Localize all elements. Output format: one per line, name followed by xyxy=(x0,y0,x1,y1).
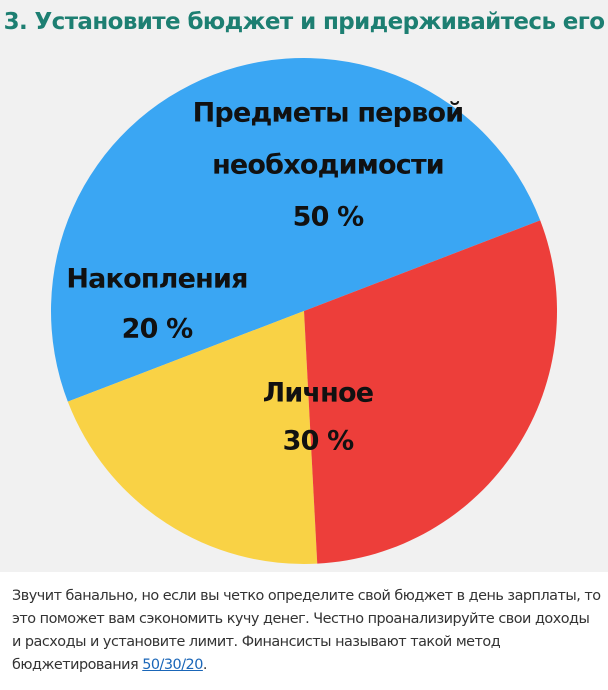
pie-slice xyxy=(50,57,541,402)
infographic-title: 3. Установите бюджет и придерживайтесь е… xyxy=(3,9,605,35)
pie-chart: Предметы первой необходимости 50 % Личное 30… xyxy=(50,57,558,564)
article-paragraph: Звучит банально, но если вы четко опреде… xyxy=(12,585,602,677)
slice-category-label: необходимости xyxy=(212,150,444,181)
slice-category-label: Личное xyxy=(263,378,374,409)
budget-rule-link[interactable]: 50/30/20 xyxy=(142,657,203,673)
paragraph-text: Звучит банально, но если вы четко опреде… xyxy=(12,588,601,673)
slice-value-label: 20 % xyxy=(122,314,194,345)
pie-slice xyxy=(67,311,318,564)
slice-value-label: 50 % xyxy=(293,202,365,233)
slice-value-label: 30 % xyxy=(283,426,355,457)
slice-category-label: Накопления xyxy=(66,264,247,295)
paragraph-end: . xyxy=(202,657,208,673)
budget-infographic: 3. Установите бюджет и придерживайтесь е… xyxy=(0,0,608,572)
pie-slice xyxy=(304,220,558,564)
slice-category-label: Предметы первой xyxy=(193,98,464,129)
